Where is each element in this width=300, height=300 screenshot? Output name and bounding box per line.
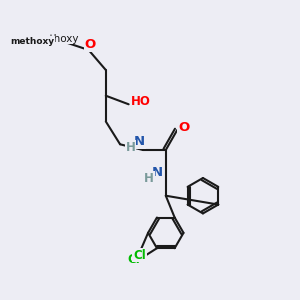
Text: methoxy: methoxy: [33, 34, 79, 44]
Text: Cl: Cl: [128, 253, 140, 266]
Text: HO: HO: [131, 95, 151, 109]
Text: O: O: [85, 38, 96, 51]
Text: N: N: [134, 136, 145, 148]
Text: H: H: [144, 172, 154, 184]
Text: Cl: Cl: [133, 249, 146, 262]
Text: N: N: [152, 167, 164, 179]
Text: H: H: [126, 141, 136, 154]
Text: O: O: [178, 121, 189, 134]
Text: methoxy: methoxy: [10, 37, 54, 46]
